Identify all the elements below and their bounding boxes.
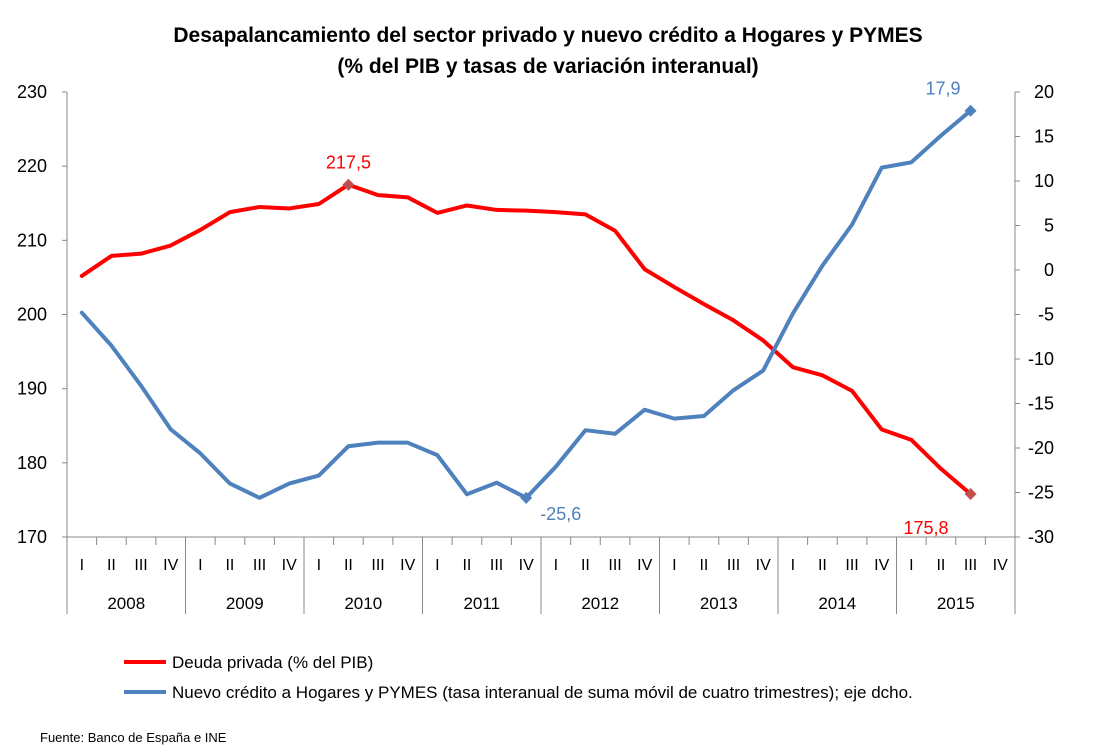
quarter-label: IV — [637, 557, 652, 574]
left-tick-label: 200 — [17, 305, 47, 325]
debt-line — [79, 182, 973, 496]
quarter-label: IV — [400, 557, 415, 574]
year-label: 2008 — [107, 594, 145, 613]
quarter-label: IV — [874, 557, 889, 574]
right-tick-label: -10 — [1028, 349, 1054, 369]
quarter-label: I — [198, 557, 202, 574]
annotation-marker — [520, 491, 533, 504]
quarter-label: III — [253, 557, 266, 574]
quarter-label: II — [818, 557, 827, 574]
quarter-label: I — [909, 557, 913, 574]
quarter-label: IV — [519, 557, 534, 574]
legend-label-debt: Deuda privada (% del PIB) — [172, 653, 373, 672]
left-tick-label: 220 — [17, 156, 47, 176]
quarter-label: IV — [993, 557, 1008, 574]
quarter-label: III — [134, 557, 147, 574]
annotation-label: 175,8 — [904, 518, 949, 538]
right-tick-label: -15 — [1028, 394, 1054, 414]
quarter-label: III — [608, 557, 621, 574]
quarter-label: I — [435, 557, 439, 574]
right-tick-label: -20 — [1028, 438, 1054, 458]
chart-subtitle: (% del PIB y tasas de variación interanu… — [337, 55, 758, 78]
quarter-label: I — [317, 557, 321, 574]
quarter-label: II — [581, 557, 590, 574]
year-label: 2014 — [818, 594, 856, 613]
quarter-label: II — [699, 557, 708, 574]
left-tick-label: 190 — [17, 379, 47, 399]
year-label: 2015 — [937, 594, 975, 613]
left-tick-label: 170 — [17, 527, 47, 547]
year-label: 2010 — [344, 594, 382, 613]
quarter-label: III — [371, 557, 384, 574]
quarter-label: II — [225, 557, 234, 574]
annotation-label: 217,5 — [326, 153, 371, 173]
quarter-label: III — [845, 557, 858, 574]
year-label: 2013 — [700, 594, 738, 613]
axes: 170 180 190 200 210 220 230 -30 -25 -20 -15 -10 -5 0 5… — [17, 82, 1054, 614]
left-tick-label: 180 — [17, 453, 47, 473]
right-tick-label: 15 — [1034, 127, 1054, 147]
quarter-label: III — [490, 557, 503, 574]
annotation-label: 17,9 — [926, 79, 961, 99]
quarter-label: III — [964, 557, 977, 574]
annotation-marker — [342, 178, 355, 191]
credit-line — [79, 108, 973, 500]
series-layer — [79, 108, 973, 500]
quarter-label: III — [727, 557, 740, 574]
quarter-label: I — [791, 557, 795, 574]
quarter-label: IV — [163, 557, 178, 574]
right-tick-label: 10 — [1034, 171, 1054, 191]
year-label: 2009 — [226, 594, 264, 613]
chart-title: Desapalancamiento del sector privado y n… — [173, 24, 922, 47]
right-tick-label: -25 — [1028, 483, 1054, 503]
right-tick-label: -30 — [1028, 527, 1054, 547]
quarter-label: I — [554, 557, 558, 574]
quarter-label: IV — [756, 557, 771, 574]
right-tick-label: 5 — [1044, 216, 1054, 236]
right-tick-label: 20 — [1034, 82, 1054, 102]
annotation-marker — [964, 104, 977, 117]
year-label: 2012 — [581, 594, 619, 613]
annotations: 217,5 175,8 -25,6 17,9 — [326, 79, 977, 538]
legend: Deuda privada (% del PIB) Nuevo crédito … — [124, 653, 913, 702]
annotation-label: -25,6 — [540, 504, 581, 524]
quarter-label: II — [344, 557, 353, 574]
quarter-label: IV — [282, 557, 297, 574]
right-tick-label: -5 — [1038, 305, 1054, 325]
source-note: Fuente: Banco de España e INE — [40, 730, 227, 745]
quarter-label: II — [936, 557, 945, 574]
quarter-label: I — [672, 557, 676, 574]
legend-label-credit: Nuevo crédito a Hogares y PYMES (tasa in… — [172, 683, 913, 702]
annotation-marker — [964, 487, 977, 500]
right-tick-label: 0 — [1044, 260, 1054, 280]
quarter-label: I — [80, 557, 84, 574]
quarter-label: II — [462, 557, 471, 574]
left-tick-label: 210 — [17, 230, 47, 250]
left-tick-label: 230 — [17, 82, 47, 102]
year-label: 2011 — [463, 594, 500, 613]
quarter-label: II — [107, 557, 116, 574]
